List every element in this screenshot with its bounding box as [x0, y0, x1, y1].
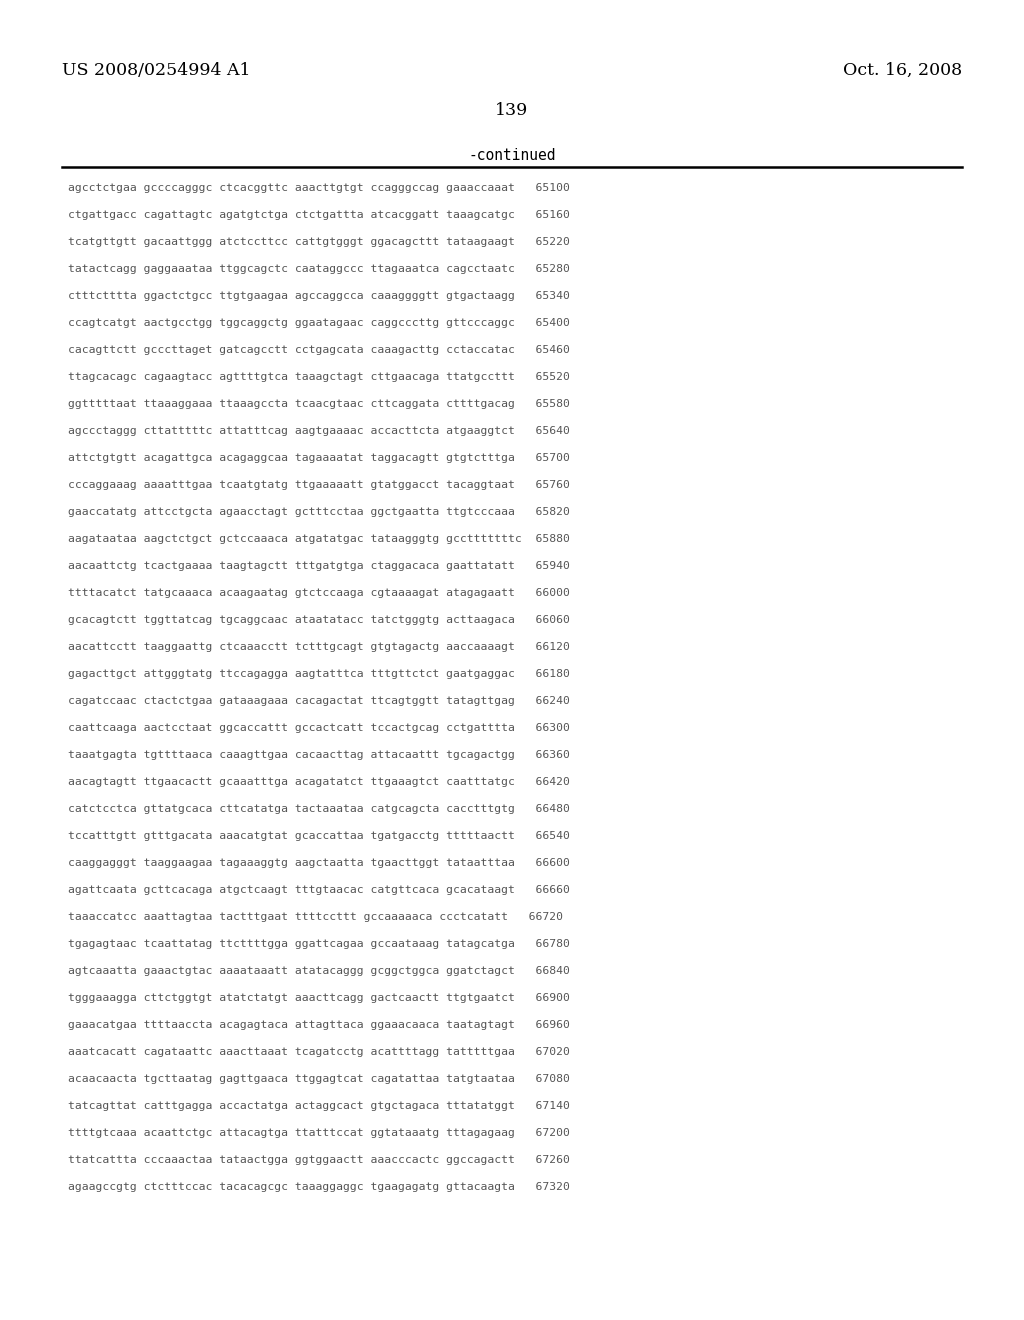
Text: cagatccaac ctactctgaa gataaagaaa cacagactat ttcagtggtt tatagttgag   66240: cagatccaac ctactctgaa gataaagaaa cacagac…: [68, 696, 570, 706]
Text: tcatgttgtt gacaattggg atctccttcc cattgtgggt ggacagcttt tataagaagt   65220: tcatgttgtt gacaattggg atctccttcc cattgtg…: [68, 238, 570, 247]
Text: -continued: -continued: [468, 148, 556, 162]
Text: ttttgtcaaa acaattctgc attacagtga ttatttccat ggtataaatg tttagagaag   67200: ttttgtcaaa acaattctgc attacagtga ttatttc…: [68, 1129, 570, 1138]
Text: aacattcctt taaggaattg ctcaaacctt tctttgcagt gtgtagactg aaccaaaagt   66120: aacattcctt taaggaattg ctcaaacctt tctttgc…: [68, 642, 570, 652]
Text: agattcaata gcttcacaga atgctcaagt tttgtaacac catgttcaca gcacataagt   66660: agattcaata gcttcacaga atgctcaagt tttgtaa…: [68, 884, 570, 895]
Text: agaagccgtg ctctttccac tacacagcgc taaaggaggc tgaagagatg gttacaagta   67320: agaagccgtg ctctttccac tacacagcgc taaagga…: [68, 1181, 570, 1192]
Text: agtcaaatta gaaactgtac aaaataaatt atatacaggg gcggctggca ggatctagct   66840: agtcaaatta gaaactgtac aaaataaatt atataca…: [68, 966, 570, 975]
Text: US 2008/0254994 A1: US 2008/0254994 A1: [62, 62, 251, 79]
Text: attctgtgtt acagattgca acagaggcaa tagaaaatat taggacagtt gtgtctttga   65700: attctgtgtt acagattgca acagaggcaa tagaaaa…: [68, 453, 570, 463]
Text: aaatcacatt cagataattc aaacttaaat tcagatcctg acattttagg tatttttgaa   67020: aaatcacatt cagataattc aaacttaaat tcagatc…: [68, 1047, 570, 1057]
Text: aacaattctg tcactgaaaa taagtagctt tttgatgtga ctaggacaca gaattatatt   65940: aacaattctg tcactgaaaa taagtagctt tttgatg…: [68, 561, 570, 572]
Text: cacagttctt gcccttaget gatcagcctt cctgagcata caaagacttg cctaccatac   65460: cacagttctt gcccttaget gatcagcctt cctgagc…: [68, 345, 570, 355]
Text: gaaccatatg attcctgcta agaacctagt gctttcctaa ggctgaatta ttgtcccaaa   65820: gaaccatatg attcctgcta agaacctagt gctttcc…: [68, 507, 570, 517]
Text: ctgattgacc cagattagtc agatgtctga ctctgattta atcacggatt taaagcatgc   65160: ctgattgacc cagattagtc agatgtctga ctctgat…: [68, 210, 570, 220]
Text: aagataataa aagctctgct gctccaaaca atgatatgac tataagggtg gcctttttttc  65880: aagataataa aagctctgct gctccaaaca atgatat…: [68, 535, 570, 544]
Text: gagacttgct attgggtatg ttccagagga aagtatttca tttgttctct gaatgaggac   66180: gagacttgct attgggtatg ttccagagga aagtatt…: [68, 669, 570, 678]
Text: tatactcagg gaggaaataa ttggcagctc caataggccc ttagaaatca cagcctaatc   65280: tatactcagg gaggaaataa ttggcagctc caatagg…: [68, 264, 570, 275]
Text: 139: 139: [496, 102, 528, 119]
Text: ggtttttaat ttaaaggaaa ttaaagccta tcaacgtaac cttcaggata cttttgacag   65580: ggtttttaat ttaaaggaaa ttaaagccta tcaacgt…: [68, 399, 570, 409]
Text: agccctaggg cttatttttc attatttcag aagtgaaaac accacttcta atgaaggtct   65640: agccctaggg cttatttttc attatttcag aagtgaa…: [68, 426, 570, 436]
Text: ttagcacagc cagaagtacc agttttgtca taaagctagt cttgaacaga ttatgccttt   65520: ttagcacagc cagaagtacc agttttgtca taaagct…: [68, 372, 570, 381]
Text: caaggagggt taaggaagaa tagaaaggtg aagctaatta tgaacttggt tataatttaa   66600: caaggagggt taaggaagaa tagaaaggtg aagctaa…: [68, 858, 570, 869]
Text: caattcaaga aactcctaat ggcaccattt gccactcatt tccactgcag cctgatttta   66300: caattcaaga aactcctaat ggcaccattt gccactc…: [68, 723, 570, 733]
Text: taaatgagta tgttttaaca caaagttgaa cacaacttag attacaattt tgcagactgg   66360: taaatgagta tgttttaaca caaagttgaa cacaact…: [68, 750, 570, 760]
Text: acaacaacta tgcttaatag gagttgaaca ttggagtcat cagatattaa tatgtaataa   67080: acaacaacta tgcttaatag gagttgaaca ttggagt…: [68, 1074, 570, 1084]
Text: cccaggaaag aaaatttgaa tcaatgtatg ttgaaaaatt gtatggacct tacaggtaat   65760: cccaggaaag aaaatttgaa tcaatgtatg ttgaaaa…: [68, 480, 570, 490]
Text: taaaccatcc aaattagtaa tactttgaat ttttccttt gccaaaaaca ccctcatatt   66720: taaaccatcc aaattagtaa tactttgaat ttttcct…: [68, 912, 563, 921]
Text: ctttctttta ggactctgcc ttgtgaagaa agccaggcca caaaggggtt gtgactaagg   65340: ctttctttta ggactctgcc ttgtgaagaa agccagg…: [68, 290, 570, 301]
Text: tgagagtaac tcaattatag ttcttttgga ggattcagaa gccaataaag tatagcatga   66780: tgagagtaac tcaattatag ttcttttgga ggattca…: [68, 939, 570, 949]
Text: tccatttgtt gtttgacata aaacatgtat gcaccattaa tgatgacctg tttttaactt   66540: tccatttgtt gtttgacata aaacatgtat gcaccat…: [68, 832, 570, 841]
Text: Oct. 16, 2008: Oct. 16, 2008: [843, 62, 962, 79]
Text: catctcctca gttatgcaca cttcatatga tactaaataa catgcagcta cacctttgtg   66480: catctcctca gttatgcaca cttcatatga tactaaa…: [68, 804, 570, 814]
Text: tatcagttat catttgagga accactatga actaggcact gtgctagaca tttatatggt   67140: tatcagttat catttgagga accactatga actaggc…: [68, 1101, 570, 1111]
Text: tgggaaagga cttctggtgt atatctatgt aaacttcagg gactcaactt ttgtgaatct   66900: tgggaaagga cttctggtgt atatctatgt aaacttc…: [68, 993, 570, 1003]
Text: aacagtagtt ttgaacactt gcaaatttga acagatatct ttgaaagtct caatttatgc   66420: aacagtagtt ttgaacactt gcaaatttga acagata…: [68, 777, 570, 787]
Text: ttttacatct tatgcaaaca acaagaatag gtctccaaga cgtaaaagat atagagaatt   66000: ttttacatct tatgcaaaca acaagaatag gtctcca…: [68, 587, 570, 598]
Text: ccagtcatgt aactgcctgg tggcaggctg ggaatagaac caggcccttg gttcccaggc   65400: ccagtcatgt aactgcctgg tggcaggctg ggaatag…: [68, 318, 570, 327]
Text: ttatcattta cccaaactaa tataactgga ggtggaactt aaacccactc ggccagactt   67260: ttatcattta cccaaactaa tataactgga ggtggaa…: [68, 1155, 570, 1166]
Text: gcacagtctt tggttatcag tgcaggcaac ataatatacc tatctgggtg acttaagaca   66060: gcacagtctt tggttatcag tgcaggcaac ataatat…: [68, 615, 570, 624]
Text: gaaacatgaa ttttaaccta acagagtaca attagttaca ggaaacaaca taatagtagt   66960: gaaacatgaa ttttaaccta acagagtaca attagtt…: [68, 1020, 570, 1030]
Text: agcctctgaa gccccagggc ctcacggttc aaacttgtgt ccagggccag gaaaccaaat   65100: agcctctgaa gccccagggc ctcacggttc aaacttg…: [68, 183, 570, 193]
